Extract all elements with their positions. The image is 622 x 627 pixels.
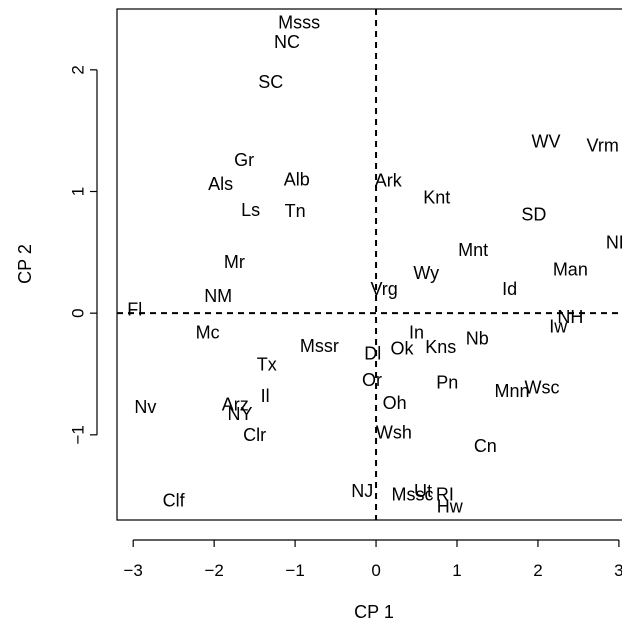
point-label: Nv	[134, 397, 156, 417]
point-label: Ark	[375, 171, 403, 191]
point-label: Mssr	[300, 336, 339, 356]
point-label: Id	[502, 279, 517, 299]
point-label: ND	[606, 233, 622, 253]
point-label: Fl	[127, 300, 142, 320]
point-label: Il	[261, 386, 270, 406]
point-label: Vrg	[370, 279, 397, 299]
y-axis-title: CP 2	[15, 244, 35, 284]
point-label: Alb	[284, 169, 310, 189]
point-label: Arz	[222, 394, 249, 414]
y-tick-label: 2	[69, 65, 88, 74]
x-tick-label: −1	[285, 561, 304, 580]
point-label: Wy	[413, 263, 439, 283]
point-label: Cn	[474, 436, 497, 456]
y-tick-label: 1	[69, 187, 88, 196]
point-label: Mr	[224, 252, 245, 272]
x-tick-label: 0	[371, 561, 380, 580]
y-tick-label: −1	[69, 425, 88, 444]
x-tick-label: 1	[452, 561, 461, 580]
point-label: Wsh	[376, 422, 412, 442]
point-label: Kns	[425, 337, 456, 357]
point-label: NM	[204, 286, 232, 306]
point-label: Ls	[241, 200, 260, 220]
point-label: Clf	[163, 491, 186, 511]
reference-lines	[117, 9, 622, 520]
point-label: Als	[208, 174, 233, 194]
x-tick-label: 2	[533, 561, 542, 580]
point-label: Mnn	[495, 381, 530, 401]
point-label: WV	[532, 132, 561, 152]
point-label: Gr	[234, 150, 254, 170]
point-label: In	[409, 323, 424, 343]
point-label: Msss	[278, 12, 320, 32]
plot-frame	[116, 8, 622, 521]
y-tick-label: 0	[69, 308, 88, 317]
point-label: Mc	[196, 323, 220, 343]
point-label: Tn	[285, 201, 306, 221]
point-label: Ut	[414, 481, 432, 501]
point-label: Dl	[364, 343, 381, 363]
point-label: Knt	[423, 188, 450, 208]
point-label: NH	[557, 307, 583, 327]
x-tick-label: −2	[204, 561, 223, 580]
point-label: Iw	[549, 317, 568, 337]
point-label: Mnt	[458, 240, 488, 260]
point-label: Ok	[390, 338, 414, 358]
point-label: Pn	[436, 373, 458, 393]
point-label: Oh	[383, 393, 407, 413]
point-label: Man	[553, 259, 588, 279]
y-axis: −1 0 1 2	[69, 65, 98, 445]
point-label: SC	[258, 72, 283, 92]
point-label: Or	[362, 370, 382, 390]
point-label: Tx	[257, 354, 277, 374]
point-label: NJ	[351, 481, 373, 501]
point-label: RI	[436, 484, 454, 504]
point-label: SD	[521, 205, 546, 225]
point-label: Hw	[437, 497, 464, 517]
point-label: Vrm	[587, 135, 619, 155]
point-label: NC	[274, 32, 300, 52]
x-axis-title: CP 1	[354, 602, 394, 622]
x-axis: −3 −2 −1 0 1 2 3	[123, 539, 622, 580]
point-label: Wsc	[525, 377, 560, 397]
x-tick-label: −3	[123, 561, 142, 580]
point-label: NY	[228, 404, 253, 424]
point-label: Mssc	[391, 484, 433, 504]
point-label: Nb	[466, 329, 489, 349]
x-tick-label: 3	[614, 561, 622, 580]
point-label: Clr	[243, 425, 266, 445]
